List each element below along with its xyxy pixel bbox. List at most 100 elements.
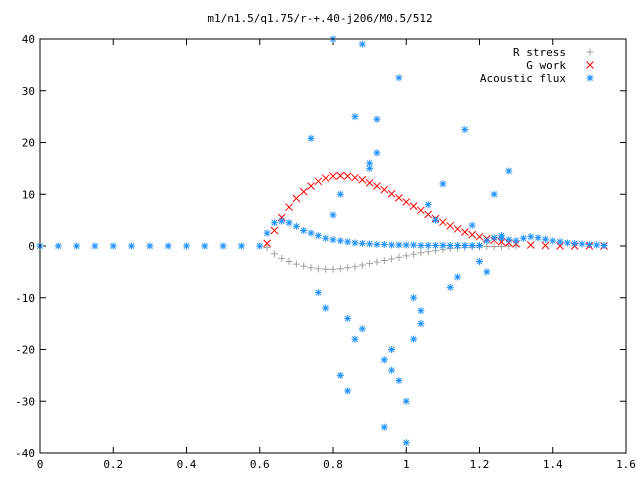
data-point xyxy=(358,175,367,184)
data-point xyxy=(128,242,136,250)
y-tick-label: 20 xyxy=(22,137,35,150)
data-point xyxy=(263,239,271,248)
data-point xyxy=(432,216,440,224)
data-point xyxy=(292,260,300,268)
data-point xyxy=(410,241,418,249)
data-point xyxy=(344,314,352,322)
data-point xyxy=(388,346,396,353)
data-point xyxy=(307,182,315,190)
data-point xyxy=(563,239,571,247)
data-point xyxy=(410,294,418,302)
data-point xyxy=(237,242,245,250)
data-point xyxy=(164,242,172,250)
data-point xyxy=(483,268,491,276)
data-point xyxy=(476,241,483,249)
data-point xyxy=(351,335,359,343)
data-point xyxy=(593,241,601,249)
data-point xyxy=(505,242,513,250)
data-point xyxy=(395,377,403,385)
data-point xyxy=(358,239,366,247)
data-point xyxy=(497,238,506,246)
data-point xyxy=(468,241,476,249)
data-point xyxy=(424,241,432,249)
data-point xyxy=(285,203,293,212)
data-point xyxy=(388,241,396,249)
y-tick-label: 10 xyxy=(22,188,35,201)
data-point xyxy=(512,237,520,245)
data-point xyxy=(351,239,359,247)
data-point xyxy=(91,242,99,250)
data-point xyxy=(417,241,425,249)
data-point xyxy=(417,249,425,257)
data-point xyxy=(468,230,477,239)
data-point xyxy=(358,261,366,269)
data-point xyxy=(366,159,374,167)
y-tick-label: 0 xyxy=(28,240,35,253)
data-point xyxy=(468,221,476,229)
data-point xyxy=(329,172,337,180)
data-point xyxy=(380,356,388,364)
data-point xyxy=(183,242,190,250)
data-point xyxy=(278,254,286,262)
legend-label: G work xyxy=(526,59,566,72)
x-tick-label: 0.2 xyxy=(103,458,123,471)
data-point xyxy=(358,325,366,333)
x-tick-label: 0 xyxy=(37,458,44,471)
data-point xyxy=(541,241,550,250)
data-point xyxy=(490,190,498,198)
data-point xyxy=(54,242,62,250)
data-point xyxy=(395,194,403,202)
data-point xyxy=(541,235,549,243)
data-point xyxy=(380,256,388,264)
data-point xyxy=(395,253,403,261)
data-point xyxy=(556,238,564,246)
data-point xyxy=(380,240,388,248)
data-point xyxy=(380,423,388,431)
data-point xyxy=(526,241,535,249)
data-point xyxy=(402,439,410,447)
data-point xyxy=(314,265,322,273)
data-point xyxy=(336,237,344,245)
legend-label: R stress xyxy=(513,46,566,59)
data-point xyxy=(571,239,579,247)
legend-marker xyxy=(586,74,594,82)
data-point xyxy=(336,190,344,198)
data-point xyxy=(395,241,403,249)
y-tick-label: -40 xyxy=(15,447,35,460)
data-point xyxy=(201,242,209,250)
data-point xyxy=(270,250,278,258)
data-point xyxy=(366,240,374,248)
data-point xyxy=(285,219,293,227)
data-point xyxy=(483,237,491,245)
data-point xyxy=(365,179,374,187)
axis-ticks: 0 0.2 0.4 0.6 0.8 1 1.2 1.4 1.6 -40 -30 -20 -10 0 10 20… xyxy=(15,33,636,471)
data-point xyxy=(322,304,330,312)
data-point xyxy=(344,238,352,246)
data-point xyxy=(424,210,433,219)
data-point xyxy=(446,283,454,291)
data-point xyxy=(395,74,403,82)
series-r-stress xyxy=(263,242,520,273)
x-tick-label: 1.6 xyxy=(616,458,636,471)
data-point xyxy=(351,113,359,121)
plot-frame xyxy=(39,38,627,454)
data-point xyxy=(409,202,418,211)
data-point xyxy=(263,229,271,237)
data-point xyxy=(292,222,300,230)
data-point xyxy=(476,258,483,266)
data-point xyxy=(424,201,432,209)
data-point xyxy=(344,387,352,395)
data-point xyxy=(307,229,315,237)
series-g-work xyxy=(263,171,608,250)
data-point xyxy=(600,241,608,249)
data-point xyxy=(270,226,279,235)
data-point xyxy=(373,258,381,266)
data-point xyxy=(497,243,505,251)
data-point xyxy=(446,241,454,249)
data-point xyxy=(256,242,264,250)
data-point xyxy=(439,180,447,188)
data-point xyxy=(366,260,374,268)
data-point xyxy=(454,241,462,249)
